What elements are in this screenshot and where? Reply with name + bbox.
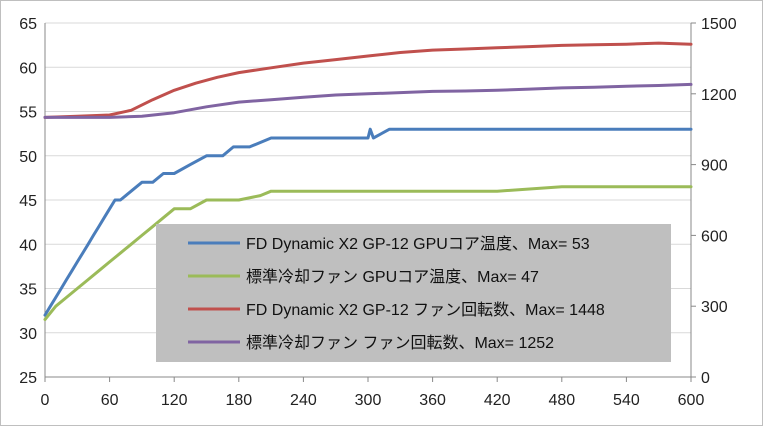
y-right-tick-label: 1500 <box>701 16 737 33</box>
x-tick-label: 480 <box>548 392 575 409</box>
legend-label: FD Dynamic X2 GP-12 ファン回転数、Max= 1448 <box>246 301 605 319</box>
y-right-tick-label: 300 <box>701 299 728 316</box>
y-right-tick-label: 0 <box>701 370 710 387</box>
y-left-tick-label: 40 <box>19 237 37 254</box>
y-left-tick-label: 45 <box>19 193 37 210</box>
x-tick-label: 300 <box>355 392 382 409</box>
legend-label: 標準冷却ファン GPUコア温度、Max= 47 <box>246 268 539 286</box>
series-line-2 <box>43 185 693 321</box>
x-tick-label: 180 <box>225 392 252 409</box>
x-tick-label: 120 <box>161 392 188 409</box>
series-lines <box>43 41 693 321</box>
series-line-1 <box>43 127 693 317</box>
y-right-tick-label: 1200 <box>701 87 737 104</box>
x-axis-ticks: 0 60 120 180 240 300 360 420 480 540 600 <box>41 377 705 409</box>
y-left-tick-label: 65 <box>19 16 37 33</box>
x-tick-label: 540 <box>613 392 640 409</box>
y-axis-right-ticks: 0 300 600 900 1200 1500 <box>691 16 737 387</box>
series-line-3 <box>43 41 693 119</box>
legend-label: FD Dynamic X2 GP-12 GPUコア温度、Max= 53 <box>246 235 590 253</box>
y-left-tick-label: 30 <box>19 326 37 343</box>
legend-box <box>156 224 671 362</box>
x-tick-label: 360 <box>419 392 446 409</box>
series-line-4 <box>43 82 693 119</box>
x-tick-label: 240 <box>290 392 317 409</box>
y-right-tick-label: 600 <box>701 228 728 245</box>
x-tick-label: 0 <box>41 392 50 409</box>
legend: FD Dynamic X2 GP-12 GPUコア温度、Max= 53 標準冷却フ… <box>156 224 671 362</box>
legend-label: 標準冷却ファン ファン回転数、Max= 1252 <box>246 334 554 352</box>
y-left-tick-label: 60 <box>19 60 37 77</box>
y-right-tick-label: 900 <box>701 158 728 175</box>
x-tick-label: 60 <box>101 392 119 409</box>
x-tick-label: 600 <box>678 392 705 409</box>
y-axis-left-ticks: 25 30 35 40 45 50 55 60 65 <box>19 16 37 387</box>
x-tick-label: 420 <box>484 392 511 409</box>
y-left-tick-label: 55 <box>19 105 37 122</box>
y-left-tick-label: 50 <box>19 149 37 166</box>
y-left-tick-label: 25 <box>19 370 37 387</box>
y-left-tick-label: 35 <box>19 282 37 299</box>
